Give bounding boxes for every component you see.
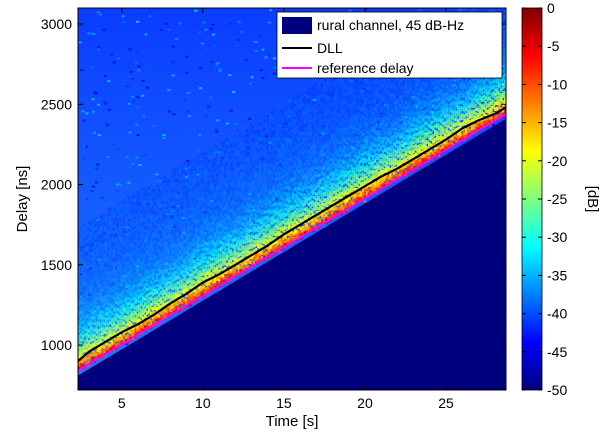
heatmap-floor-region xyxy=(78,118,506,390)
colorbar-tick-label: -35 xyxy=(547,267,567,283)
y-tick-label: 2500 xyxy=(41,96,72,112)
x-tick-label: 20 xyxy=(357,395,373,411)
colorbar-tick-label: -50 xyxy=(547,382,567,398)
colorbar-tick-label: -15 xyxy=(547,115,567,131)
heatmap-energy-band xyxy=(78,8,506,371)
series-line-dll xyxy=(78,106,506,362)
colorbar-tick-label: -45 xyxy=(547,344,567,360)
x-tick-label: 15 xyxy=(276,395,292,411)
y-axis: 1000 1500 2000 2500 3000 xyxy=(41,16,506,353)
legend-label-rural-channel: rural channel, 45 dB-Hz xyxy=(317,17,464,33)
colorbar-tick-label: -25 xyxy=(547,191,567,207)
legend-box xyxy=(276,11,503,79)
legend-label-reference-delay: reference delay xyxy=(317,60,414,76)
y-tick-label: 3000 xyxy=(41,16,72,32)
legend-item-rural-channel: rural channel, 45 dB-Hz xyxy=(282,17,464,34)
y-tick-label: 1500 xyxy=(41,257,72,273)
x-tick-label: 25 xyxy=(438,395,454,411)
colorbar-tick-label: -10 xyxy=(547,76,567,92)
legend-swatch-rural-channel xyxy=(282,17,312,34)
y-tick-label: 1000 xyxy=(41,337,72,353)
legend: rural channel, 45 dB-Hz DLL reference de… xyxy=(276,11,503,79)
series-line-reference-delay xyxy=(78,113,506,372)
x-axis: 5 10 15 20 25 xyxy=(118,8,454,411)
colorbar-tick-label: 0 xyxy=(547,0,555,16)
plot-frame xyxy=(77,7,507,391)
legend-label-dll: DLL xyxy=(317,40,343,56)
x-tick-label: 5 xyxy=(118,395,126,411)
colorbar-label: [dB] xyxy=(584,186,601,213)
colorbar-ticks: 0 -5 -10 -15 -20 -25 -30 -35 -40 -45 -50 xyxy=(522,0,567,398)
colorbar: 0 -5 -10 -15 -20 -25 -30 -35 -40 -45 -50 [dB] xyxy=(521,0,601,398)
legend-item-dll: DLL xyxy=(282,40,343,56)
legend-item-reference-delay: reference delay xyxy=(282,60,414,76)
colorbar-tick-label: -30 xyxy=(547,229,567,245)
y-axis-label: Delay [ns] xyxy=(14,166,31,233)
x-axis-label: Time [s] xyxy=(266,413,319,430)
x-tick-label: 10 xyxy=(195,395,211,411)
y-tick-label: 2000 xyxy=(41,177,72,193)
colorbar-tick-label: -20 xyxy=(547,153,567,169)
series-layer xyxy=(78,106,506,372)
colorbar-tick-label: -40 xyxy=(547,306,567,322)
colorbar-tick-label: -5 xyxy=(547,38,560,54)
